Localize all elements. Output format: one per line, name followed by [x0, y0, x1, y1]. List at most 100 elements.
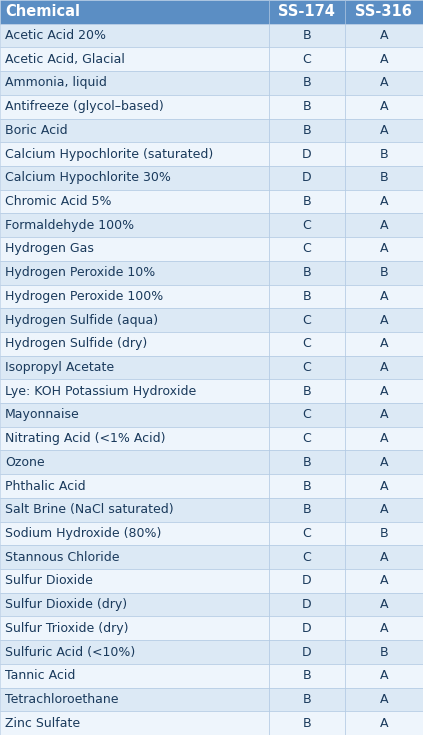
- Bar: [345, 545, 423, 569]
- Bar: [0, 522, 269, 545]
- Bar: [0, 308, 269, 332]
- Bar: [0, 143, 269, 166]
- Text: A: A: [379, 551, 388, 564]
- Bar: [0, 118, 269, 143]
- Bar: [0, 451, 269, 474]
- Bar: [0, 569, 269, 592]
- Bar: [345, 213, 423, 237]
- Text: Sodium Hydroxide (80%): Sodium Hydroxide (80%): [5, 527, 162, 540]
- Text: A: A: [379, 717, 388, 730]
- Text: B: B: [302, 456, 311, 469]
- Bar: [345, 95, 423, 118]
- Text: B: B: [302, 670, 311, 682]
- Bar: [345, 711, 423, 735]
- Bar: [345, 592, 423, 617]
- Bar: [269, 213, 345, 237]
- Text: A: A: [379, 100, 388, 113]
- Text: A: A: [379, 314, 388, 326]
- Text: B: B: [302, 124, 311, 137]
- Bar: [269, 118, 345, 143]
- Text: Tetrachloroethane: Tetrachloroethane: [5, 693, 118, 706]
- Text: A: A: [379, 53, 388, 65]
- Bar: [0, 356, 269, 379]
- Bar: [0, 332, 269, 356]
- Bar: [345, 640, 423, 664]
- Bar: [269, 569, 345, 592]
- Bar: [269, 451, 345, 474]
- Bar: [345, 308, 423, 332]
- Text: D: D: [302, 622, 311, 635]
- Bar: [269, 0, 345, 24]
- Text: A: A: [379, 670, 388, 682]
- Text: B: B: [302, 195, 311, 208]
- Text: B: B: [302, 503, 311, 516]
- Bar: [345, 71, 423, 95]
- Text: Salt Brine (NaCl saturated): Salt Brine (NaCl saturated): [5, 503, 174, 516]
- Text: B: B: [302, 266, 311, 279]
- Text: A: A: [379, 409, 388, 421]
- Bar: [345, 24, 423, 48]
- Bar: [269, 687, 345, 711]
- Bar: [269, 71, 345, 95]
- Text: D: D: [302, 598, 311, 611]
- Text: A: A: [379, 290, 388, 303]
- Text: Hydrogen Peroxide 100%: Hydrogen Peroxide 100%: [5, 290, 163, 303]
- Bar: [0, 664, 269, 687]
- Bar: [269, 261, 345, 284]
- Text: B: B: [302, 693, 311, 706]
- Text: A: A: [379, 384, 388, 398]
- Bar: [269, 379, 345, 403]
- Bar: [345, 522, 423, 545]
- Bar: [269, 166, 345, 190]
- Bar: [269, 617, 345, 640]
- Text: B: B: [302, 717, 311, 730]
- Text: B: B: [302, 290, 311, 303]
- Bar: [345, 379, 423, 403]
- Bar: [0, 71, 269, 95]
- Bar: [345, 664, 423, 687]
- Bar: [269, 356, 345, 379]
- Text: A: A: [379, 479, 388, 492]
- Text: B: B: [302, 100, 311, 113]
- Bar: [0, 379, 269, 403]
- Text: Acetic Acid 20%: Acetic Acid 20%: [5, 29, 106, 42]
- Text: A: A: [379, 503, 388, 516]
- Bar: [269, 427, 345, 451]
- Text: Sulfur Dioxide (dry): Sulfur Dioxide (dry): [5, 598, 127, 611]
- Text: D: D: [302, 645, 311, 659]
- Text: C: C: [302, 551, 311, 564]
- Bar: [0, 711, 269, 735]
- Bar: [269, 24, 345, 48]
- Text: Chromic Acid 5%: Chromic Acid 5%: [5, 195, 112, 208]
- Text: Lye: KOH Potassium Hydroxide: Lye: KOH Potassium Hydroxide: [5, 384, 196, 398]
- Bar: [0, 95, 269, 118]
- Text: Chemical: Chemical: [5, 4, 80, 19]
- Text: C: C: [302, 53, 311, 65]
- Text: Isopropyl Acetate: Isopropyl Acetate: [5, 361, 114, 374]
- Text: A: A: [379, 337, 388, 351]
- Text: B: B: [379, 148, 388, 161]
- Text: Calcium Hypochlorite 30%: Calcium Hypochlorite 30%: [5, 171, 171, 184]
- Text: B: B: [302, 76, 311, 90]
- Text: Hydrogen Gas: Hydrogen Gas: [5, 243, 94, 256]
- Text: Hydrogen Peroxide 10%: Hydrogen Peroxide 10%: [5, 266, 155, 279]
- Bar: [0, 640, 269, 664]
- Bar: [269, 474, 345, 498]
- Text: Ammonia, liquid: Ammonia, liquid: [5, 76, 107, 90]
- Bar: [345, 474, 423, 498]
- Bar: [0, 48, 269, 71]
- Bar: [345, 569, 423, 592]
- Text: B: B: [379, 527, 388, 540]
- Text: Acetic Acid, Glacial: Acetic Acid, Glacial: [5, 53, 125, 65]
- Text: Sulfur Trioxide (dry): Sulfur Trioxide (dry): [5, 622, 129, 635]
- Text: Sulfur Dioxide: Sulfur Dioxide: [5, 574, 93, 587]
- Bar: [0, 237, 269, 261]
- Bar: [0, 687, 269, 711]
- Bar: [0, 190, 269, 213]
- Bar: [345, 451, 423, 474]
- Text: A: A: [379, 432, 388, 445]
- Text: A: A: [379, 622, 388, 635]
- Text: C: C: [302, 337, 311, 351]
- Text: A: A: [379, 243, 388, 256]
- Text: C: C: [302, 432, 311, 445]
